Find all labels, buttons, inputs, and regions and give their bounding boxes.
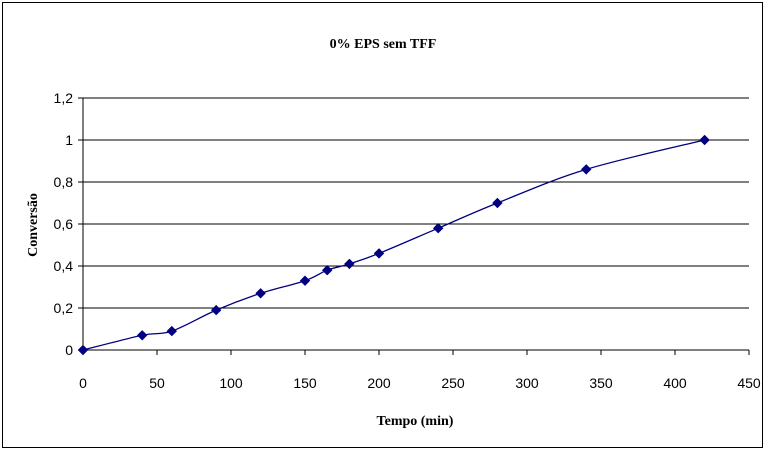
data-point-marker [492, 197, 503, 209]
x-tick-label: 100 [219, 375, 243, 391]
y-tick-label: 0 [65, 342, 73, 358]
data-point-marker [373, 248, 385, 259]
data-point-marker [136, 330, 148, 341]
x-axis-label: Tempo (min) [377, 414, 454, 429]
data-point-marker [321, 264, 333, 276]
y-tick-label: 1 [65, 132, 73, 148]
x-tick-label: 0 [79, 375, 87, 391]
data-point-marker [344, 258, 355, 270]
y-axis-label: Conversão [26, 193, 41, 257]
data-point-marker [699, 134, 710, 146]
data-point-marker [77, 344, 89, 356]
data-point-marker [299, 275, 311, 286]
data-point-marker [255, 288, 266, 299]
x-tick-label: 200 [367, 375, 391, 391]
y-tick-label: 1,2 [54, 90, 74, 106]
x-tick-label: 250 [441, 375, 465, 391]
axes [78, 97, 750, 355]
data-point-marker [580, 164, 592, 175]
x-tick-label: 400 [663, 375, 687, 391]
data-point-marker [432, 222, 444, 234]
x-tick-labels: 0 50 100 150 200 250 300 350 400 450 [79, 375, 761, 391]
series-line [82, 139, 705, 351]
y-tick-labels: 0 0,2 0,4 0,6 0,8 1 1,2 [54, 90, 74, 358]
x-tick-label: 300 [515, 375, 539, 391]
x-tick-label: 450 [737, 375, 761, 391]
grid-lines [83, 97, 749, 309]
series-group [77, 134, 710, 356]
data-point-marker [166, 325, 178, 337]
y-tick-label: 0,6 [54, 216, 74, 232]
x-tick-label: 350 [589, 375, 613, 391]
x-tick-label: 50 [149, 375, 165, 391]
chart-title: 0% EPS sem TFF [330, 37, 437, 52]
y-tick-label: 0,4 [54, 258, 74, 274]
data-point-marker [210, 304, 222, 316]
y-tick-label: 0,8 [54, 174, 74, 190]
y-tick-label: 0,2 [54, 300, 74, 316]
x-tick-label: 150 [293, 375, 317, 391]
